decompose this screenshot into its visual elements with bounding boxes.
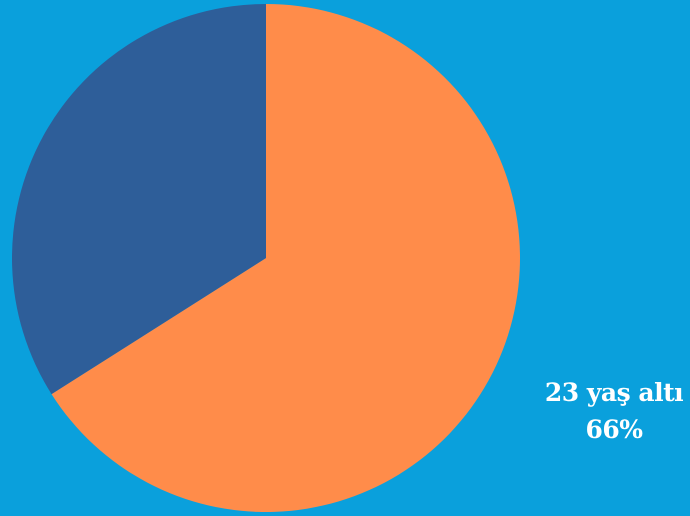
slice-label-name: 23 yaş altı [544, 378, 684, 407]
pie-slice-1 [11, 4, 267, 395]
pie-slice-0 [51, 4, 520, 512]
slice-label-percent: 66% [585, 415, 643, 444]
pie-slices [11, 4, 520, 512]
slice-label-under-23: 23 yaş altı 66% [530, 374, 690, 448]
